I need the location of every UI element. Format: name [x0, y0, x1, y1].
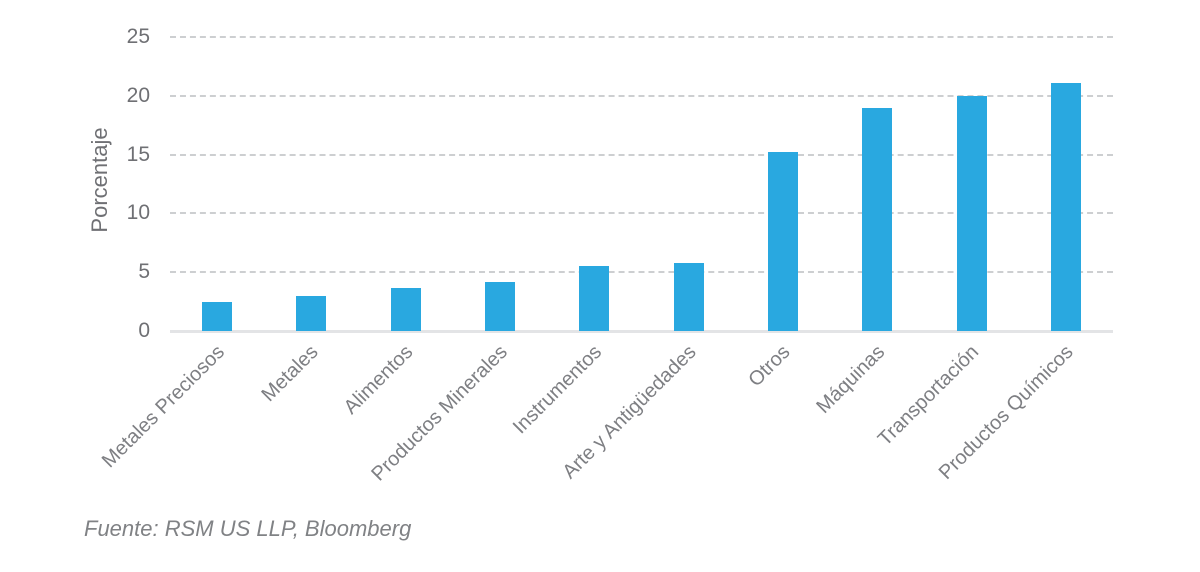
- bar-7: [767, 152, 798, 331]
- gridline-20: [170, 94, 1113, 97]
- x-axis-label-3: Alimentos: [339, 341, 418, 419]
- gridline-5: [170, 271, 1113, 274]
- y-tick-label-0: 0: [138, 319, 150, 342]
- x-axis-label-5: Instrumentos: [508, 341, 606, 439]
- bar-6: [673, 262, 704, 331]
- plot-area: [170, 36, 1113, 333]
- y-tick-label-20: 20: [126, 83, 150, 107]
- bar-3: [390, 287, 421, 331]
- gridline-15: [170, 153, 1113, 156]
- bar-5: [579, 266, 610, 331]
- x-axis-line: [170, 330, 1113, 333]
- bar-2: [296, 295, 327, 331]
- x-axis-label-1: Metales Preciosos: [97, 341, 229, 473]
- source-note: Fuente: RSM US LLP, Bloomberg: [84, 516, 412, 541]
- bar-9: [956, 95, 987, 331]
- bar-4: [485, 281, 516, 331]
- y-tick-label-15: 15: [126, 142, 150, 166]
- x-axis-label-2: Metales: [257, 341, 324, 407]
- bar-8: [862, 107, 893, 331]
- gridline-10: [170, 212, 1113, 215]
- y-tick-label-10: 10: [126, 201, 150, 225]
- y-tick-label-5: 5: [138, 260, 150, 284]
- y-tick-label-25: 25: [126, 25, 150, 48]
- x-axis-label-7: Otros: [744, 341, 795, 392]
- gridline-25: [170, 36, 1113, 38]
- x-axis-label-8: Máquinas: [811, 341, 889, 418]
- bar-1: [202, 301, 233, 331]
- bar-10: [1050, 82, 1081, 331]
